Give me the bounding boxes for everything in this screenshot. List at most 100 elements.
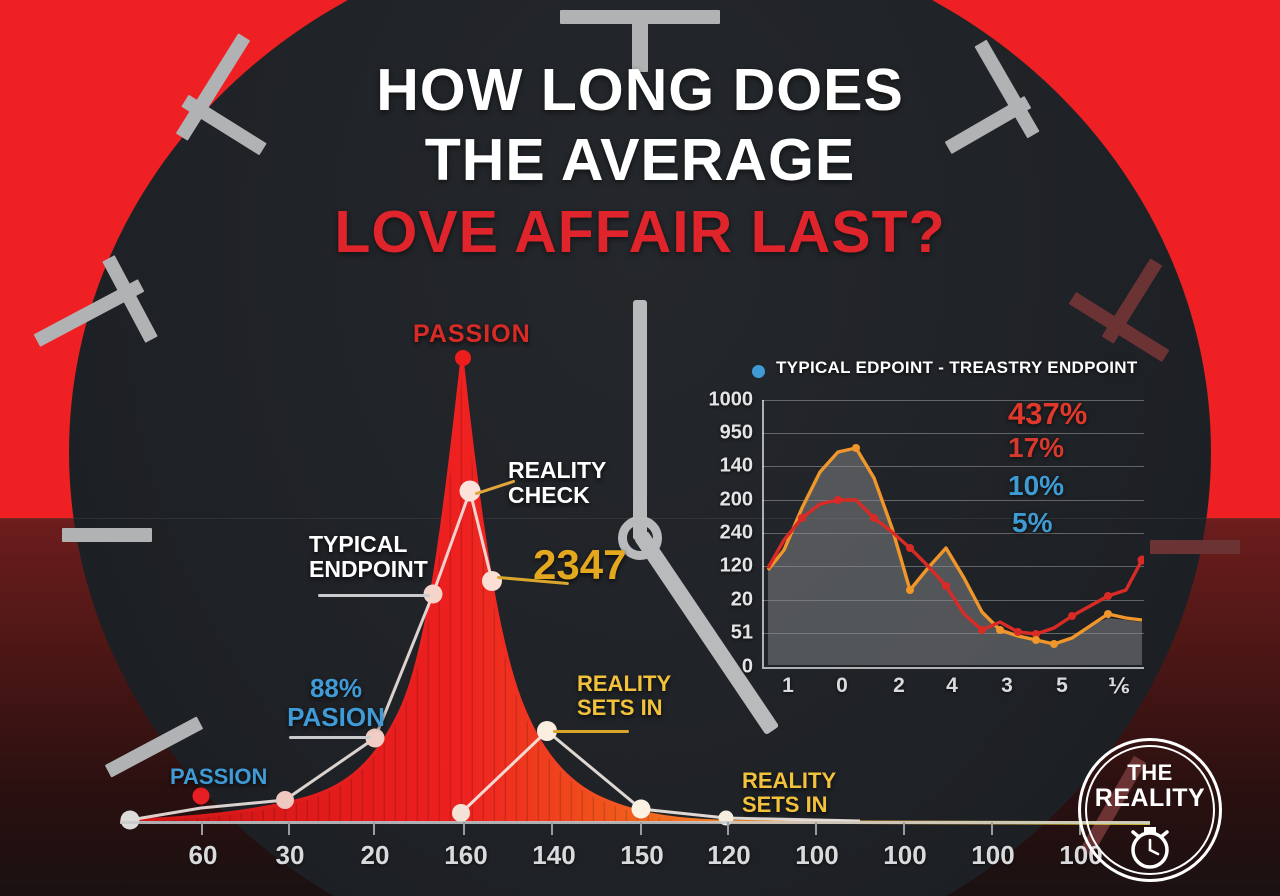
x-tick	[727, 822, 729, 835]
inset-x-axis	[762, 667, 1144, 669]
callout-typical-endpoint: TYPICAL ENDPOINT	[309, 531, 428, 583]
inset-y-label: 240	[719, 521, 753, 544]
inset-x-label: 0	[836, 674, 848, 697]
inset-pct-437: 437%	[1008, 396, 1088, 431]
inset-y-label: 950	[719, 421, 753, 444]
inset-pct-5: 5%	[1012, 507, 1053, 538]
inset-legend-label: TYPICAL EDPOINT - TREASTRY ENDPOINT	[776, 358, 1138, 377]
inset-y-axis	[762, 400, 764, 667]
leader-rsi-upper	[553, 730, 629, 733]
logo-badge: THE REALITY	[1078, 738, 1222, 882]
callout-rsi-lower-line1: REALITY	[742, 768, 837, 793]
inset-y-label: 51	[730, 621, 753, 644]
marker-dot-reality-lower	[631, 799, 651, 819]
x-axis-label: 30	[275, 840, 305, 870]
marker-dot-start	[120, 810, 140, 830]
leader-passion-percent	[289, 736, 371, 739]
x-axis-label: 100	[971, 840, 1015, 870]
inset-x-label: 4	[946, 674, 958, 697]
inset-gridline	[762, 633, 1144, 634]
headline-line-2: THE AVERAGE	[424, 126, 856, 193]
inset-red-markers	[798, 496, 1144, 638]
marker-dot-reality-upper	[537, 721, 557, 741]
inset-gridline	[762, 600, 1144, 601]
inset-series-treastry-endpoint	[766, 498, 1144, 636]
leader-typical-endpoint	[318, 594, 430, 597]
clock-hand-minute	[633, 300, 647, 540]
marker-dot-post-peak	[482, 571, 502, 591]
x-tick	[991, 822, 993, 835]
x-axis-label: 140	[532, 840, 576, 870]
inset-area-fill	[768, 448, 1142, 665]
callout-passion-peak: PASSION	[413, 320, 531, 348]
marker-dot-reality-check	[459, 480, 481, 502]
callout-passion-lower: PASSION	[170, 764, 268, 789]
inset-y-label: 140	[719, 454, 753, 477]
inset-series-svg	[766, 444, 1144, 665]
callout-reality-check: REALITY CHECK	[508, 457, 607, 509]
marker-dot-peak	[455, 350, 471, 366]
badge-text-line1: THE	[1127, 760, 1173, 785]
x-axis-label: 150	[620, 840, 664, 870]
inset-series-typical-endpoint	[766, 446, 1143, 646]
x-axis-label: 160	[444, 840, 488, 870]
inset-y-label: 1000	[708, 388, 754, 411]
callout-rsi-lower-line2: SETS IN	[742, 792, 828, 818]
callout-typical-endpoint-line1: TYPICAL	[309, 531, 408, 557]
main-chart: 60 30 20 160 140 150 120 100 100 100 100…	[119, 320, 1151, 870]
badge-inner-ring	[1085, 745, 1215, 875]
x-tick	[640, 822, 642, 835]
marker-dot-rise-1	[276, 791, 294, 809]
inset-x-label: 3	[1001, 674, 1013, 697]
badge-outer-ring	[1078, 738, 1222, 882]
callout-rsi-upper-line2: SETS IN	[577, 695, 663, 721]
main-x-axis	[120, 821, 1150, 824]
inset-y-label: 120	[719, 554, 753, 577]
inset-gridline	[762, 433, 1144, 434]
callout-rsi-upper-line1: REALITY	[577, 671, 672, 696]
inset-y-label: 20	[730, 588, 753, 611]
x-axis-label: 20	[360, 840, 390, 870]
x-tick	[373, 822, 375, 835]
marker-dot-decline-1	[452, 804, 470, 822]
inset-gridline	[762, 533, 1144, 534]
x-axis-label: 120	[707, 840, 751, 870]
callout-reality-sets-in-lower: REALITY SETS IN	[742, 768, 837, 818]
callout-passion-percent-value: 88%	[309, 673, 363, 703]
marker-dot-passion-red	[192, 787, 210, 805]
clock-hand-hub	[618, 516, 662, 560]
inset-chart: TYPICAL EDPOINT - TREASTRY ENDPOINT 1000…	[709, 352, 1158, 718]
callout-passion-percent: 88% PASION	[281, 674, 391, 731]
inset-x-label: 2	[893, 674, 905, 697]
stopwatch-icon	[1131, 827, 1169, 869]
inset-gridline	[762, 566, 1144, 567]
x-axis-label: 60	[188, 840, 218, 870]
x-axis-label: 100	[795, 840, 839, 870]
page-title: HOW LONG DOES THE AVERAGE LOVE AFFAIR LA…	[0, 57, 1280, 265]
callout-reality-check-line1: REALITY	[508, 457, 607, 483]
badge-text-line2: REALITY	[1094, 784, 1206, 812]
inset-x-label: 1	[782, 674, 794, 697]
headline-line-1: HOW LONG DOES	[376, 57, 904, 123]
x-tick	[815, 822, 817, 835]
inset-plot-area: 1000 950 140 200 240 120 20 51 0	[709, 389, 1144, 698]
callout-typical-endpoint-line2: ENDPOINT	[309, 556, 428, 583]
inset-orange-markers	[852, 444, 1112, 648]
x-tick	[288, 822, 290, 835]
x-axis-label: 100	[883, 840, 927, 870]
callout-reality-check-line2: CHECK	[508, 482, 590, 509]
inset-gridline	[762, 466, 1144, 467]
inset-x-label: ⅙	[1108, 675, 1130, 698]
inset-gridline	[762, 400, 1144, 401]
guide-line-upper	[0, 518, 1280, 519]
marker-dot-88-percent	[365, 728, 385, 748]
headline-line-3: LOVE AFFAIR LAST?	[334, 198, 946, 265]
x-tick	[201, 822, 203, 835]
inset-gridline	[762, 500, 1144, 501]
marker-dot-typical-endpoint	[423, 584, 443, 604]
inset-y-label: 200	[719, 488, 753, 511]
callout-passion-percent-label: PASION	[287, 701, 385, 732]
inset-y-label: 0	[741, 655, 753, 678]
